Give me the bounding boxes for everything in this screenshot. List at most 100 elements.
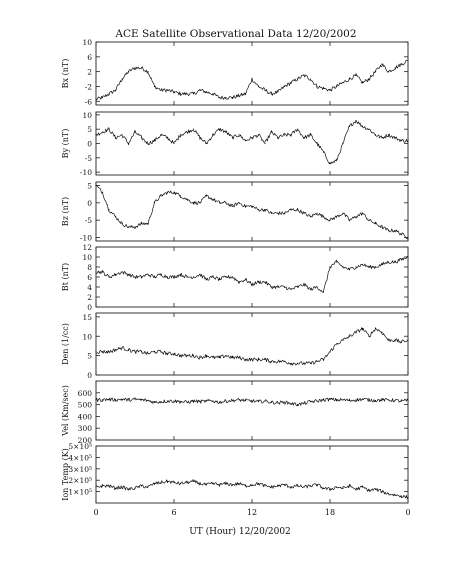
series-line (95, 59, 409, 101)
data-point (329, 398, 331, 400)
data-point (322, 487, 325, 489)
data-point (316, 142, 318, 145)
data-point (407, 236, 409, 239)
data-point (251, 137, 253, 139)
data-point (394, 229, 396, 232)
data-point (355, 216, 357, 218)
data-point (303, 74, 305, 76)
data-point (179, 93, 182, 95)
data-point (225, 400, 227, 402)
data-point (134, 131, 136, 133)
data-point (225, 355, 227, 357)
y-tick-label: 15 (82, 313, 92, 322)
data-point (290, 362, 292, 364)
data-point (153, 351, 156, 353)
data-point (244, 93, 247, 95)
data-point (205, 484, 208, 486)
data-point (361, 82, 364, 84)
data-point (127, 399, 130, 401)
data-point (361, 212, 364, 214)
data-point (316, 212, 318, 214)
data-point (368, 219, 370, 221)
data-point (166, 276, 169, 278)
data-point (374, 266, 377, 268)
data-point (329, 266, 331, 268)
y-tick-label: -10 (80, 234, 92, 243)
data-point (335, 85, 338, 88)
y-axis-label: By (nT) (61, 129, 70, 159)
data-point (303, 362, 305, 364)
data-point (387, 399, 390, 401)
data-point (108, 93, 110, 95)
data-point (348, 125, 351, 127)
data-point (283, 85, 286, 88)
data-point (218, 128, 221, 130)
y-tick-label: 5 (87, 352, 92, 361)
data-point (400, 495, 403, 497)
data-point (134, 487, 136, 489)
panel-3: -10 -5 0 5 Bz (nT) (61, 181, 409, 243)
data-point (290, 486, 292, 488)
panel-frame (95, 380, 409, 441)
data-point (329, 162, 331, 165)
data-point (173, 400, 175, 402)
data-point (186, 131, 188, 133)
data-point (173, 91, 175, 93)
data-point (322, 291, 325, 293)
data-point (348, 78, 351, 80)
panels: -6 -2 2 6 10 Bx (nT) -10 -5 0 5 10 By (nT) -10 -5 0 5 Bz… (61, 38, 411, 517)
data-point (374, 399, 377, 402)
data-point (374, 327, 377, 330)
x-tick-label: 0 (405, 508, 410, 517)
data-point (238, 134, 240, 136)
data-point (179, 273, 182, 276)
data-point (257, 358, 260, 361)
data-point (140, 351, 143, 353)
data-point (257, 134, 260, 136)
data-point (212, 134, 214, 136)
data-point (147, 273, 149, 276)
data-point (192, 355, 195, 357)
data-point (303, 486, 305, 488)
y-tick-label: 10 (82, 332, 92, 341)
data-point (231, 205, 234, 207)
data-point (400, 400, 403, 402)
data-point (381, 263, 383, 266)
data-point (316, 484, 318, 486)
data-point (355, 399, 357, 401)
data-point (108, 209, 110, 211)
y-axis-label: Bx (nT) (61, 59, 70, 89)
data-point (342, 142, 344, 145)
data-point (186, 401, 188, 403)
data-point (335, 486, 338, 488)
data-point (329, 488, 331, 490)
data-point (361, 263, 364, 266)
data-point (160, 89, 162, 91)
data-point (251, 283, 253, 286)
data-point (374, 71, 377, 73)
data-point (283, 484, 286, 486)
data-point (212, 198, 214, 200)
data-point (368, 335, 370, 337)
data-point (244, 140, 247, 142)
data-point (251, 78, 253, 80)
data-point (121, 398, 123, 400)
data-point (231, 96, 234, 99)
data-point (322, 399, 325, 401)
data-point (381, 137, 383, 139)
data-point (205, 400, 208, 402)
data-point (114, 137, 117, 139)
data-point (225, 276, 227, 278)
y-tick-label: 2×10⁵ (68, 476, 92, 485)
data-point (270, 212, 273, 214)
data-point (179, 195, 182, 197)
data-point (387, 261, 390, 263)
data-point (309, 401, 312, 403)
data-point (296, 209, 299, 211)
data-point (147, 353, 149, 355)
data-point (127, 273, 130, 276)
data-point (290, 288, 292, 291)
data-point (322, 358, 325, 361)
data-point (179, 401, 182, 403)
